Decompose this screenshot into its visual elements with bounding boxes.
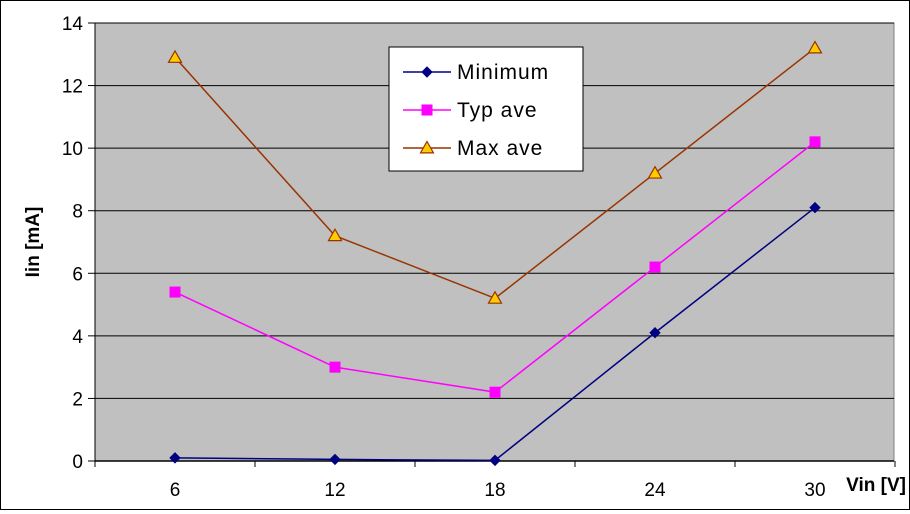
legend-item: Max ave: [403, 137, 543, 160]
x-tick-label: 6: [170, 480, 181, 501]
point-diamond-marker: [329, 453, 341, 466]
x-tick-label: 24: [644, 480, 666, 501]
point-triangle-marker: [419, 140, 435, 154]
point-diamond-marker: [169, 452, 181, 464]
point-square-marker: [809, 136, 821, 148]
y-tick-labels: 0 2 4 6 8 10 12 14: [62, 14, 84, 473]
y-tick-label: 6: [72, 264, 83, 285]
y-tick-label: 8: [72, 202, 83, 223]
x-tick-label: 12: [324, 480, 345, 501]
legend-label: Max ave: [457, 137, 543, 160]
y-tick-label: 14: [62, 14, 84, 35]
y-tick-label: 4: [72, 327, 83, 348]
point-diamond-marker: [489, 454, 501, 467]
y-axis-title: Iin [mA]: [23, 207, 44, 278]
legend: Minimum Typ ave Max ave: [388, 46, 584, 172]
point-triangle-marker: [647, 165, 663, 179]
point-triangle-marker: [167, 49, 183, 63]
point-diamond-marker: [809, 201, 821, 214]
y-tick-label: 2: [72, 389, 83, 410]
point-diamond-marker: [649, 327, 661, 339]
point-triangle-marker: [487, 290, 503, 304]
point-square-marker: [169, 286, 181, 298]
point-square-marker: [649, 261, 661, 273]
legend-label: Minimum: [457, 61, 549, 84]
point-square-marker: [329, 361, 341, 373]
y-tick-label: 0: [72, 452, 83, 473]
point-triangle-marker: [327, 228, 343, 242]
point-square-marker: [489, 386, 501, 398]
legend-item: Typ ave: [403, 99, 538, 122]
y-tick-label: 10: [62, 139, 83, 160]
x-tick-label: 30: [804, 480, 825, 501]
series-minimum: [169, 201, 821, 467]
x-tick-label: 18: [484, 480, 505, 501]
series-typ-ave: [169, 136, 821, 398]
series-lines: [167, 40, 823, 467]
legend-label: Typ ave: [457, 99, 538, 122]
series-max-ave: [167, 40, 823, 304]
legend-item: Minimum: [403, 61, 549, 84]
point-diamond-marker: [421, 66, 433, 78]
y-tick-label: 12: [62, 77, 83, 98]
point-triangle-marker: [807, 40, 823, 54]
x-tick-labels: 6 12 18 24 30: [170, 480, 826, 501]
point-square-marker: [421, 104, 433, 116]
x-axis-title: Vin [V]: [846, 475, 906, 496]
